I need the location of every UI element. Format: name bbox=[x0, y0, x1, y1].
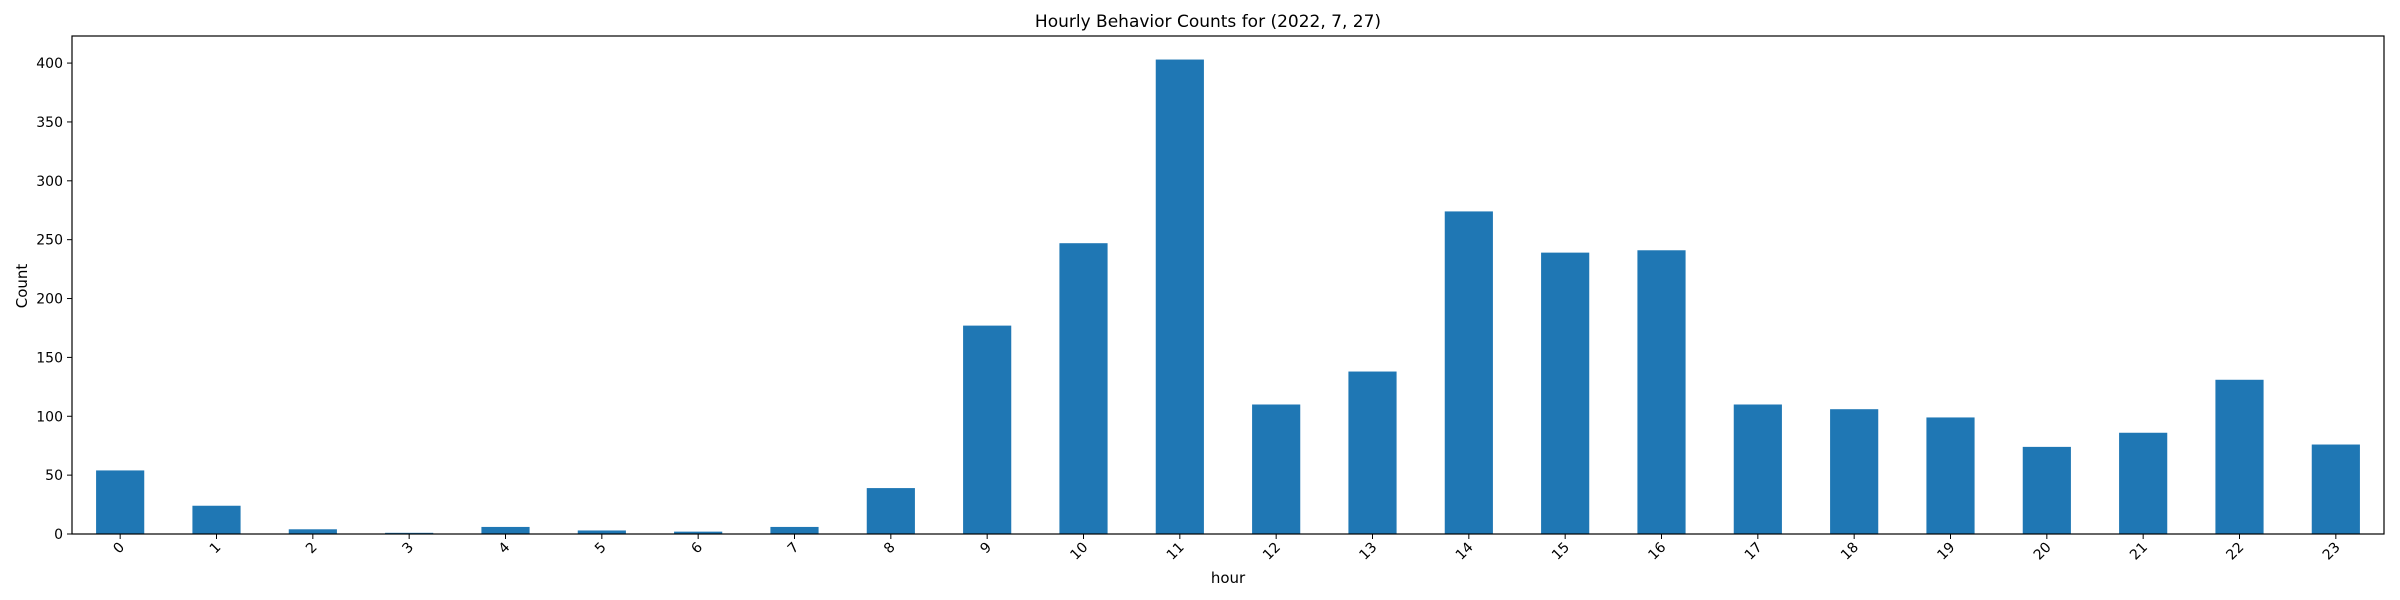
bar-hour-22 bbox=[2215, 379, 2264, 534]
bar-hour-1 bbox=[192, 505, 241, 534]
bar-hour-8 bbox=[866, 488, 915, 534]
x-tick-label: 6 bbox=[688, 539, 706, 557]
x-tick-label: 2 bbox=[303, 540, 321, 558]
bar-hour-9 bbox=[963, 325, 1012, 534]
bar-hour-4 bbox=[481, 526, 530, 534]
y-tick-label: 400 bbox=[36, 56, 63, 72]
bar-hour-10 bbox=[1059, 243, 1108, 534]
bar-hour-13 bbox=[1348, 371, 1397, 534]
y-tick-label: 100 bbox=[36, 409, 63, 425]
x-tick-label: 1 bbox=[207, 540, 225, 558]
bar-hour-11 bbox=[1155, 59, 1204, 534]
y-tick-label: 50 bbox=[45, 468, 63, 484]
x-tick-label: 23 bbox=[2320, 540, 2344, 564]
x-tick-label: 3 bbox=[399, 540, 417, 558]
y-axis-label: Count bbox=[13, 264, 31, 309]
bars-group bbox=[96, 59, 2360, 534]
x-tick-label: 8 bbox=[881, 540, 899, 558]
bar-hour-2 bbox=[288, 529, 337, 534]
bar-hour-12 bbox=[1252, 404, 1301, 534]
bar-hour-17 bbox=[1733, 404, 1782, 534]
y-tick-label: 250 bbox=[36, 233, 63, 249]
y-axis-ticks: 0 50 100 150 200 250 300 350 400 bbox=[36, 56, 72, 543]
x-tick-label: 0 bbox=[110, 540, 128, 558]
x-tick-label: 5 bbox=[592, 540, 610, 558]
x-tick-label: 9 bbox=[977, 540, 995, 558]
x-tick-label: 22 bbox=[2223, 540, 2247, 564]
bar-hour-6 bbox=[674, 531, 723, 534]
bar-hour-14 bbox=[1444, 211, 1493, 534]
bar-hour-0 bbox=[96, 470, 145, 534]
bar-hour-18 bbox=[1830, 409, 1879, 534]
x-tick-label: 7 bbox=[785, 540, 803, 558]
x-tick-label: 13 bbox=[1356, 540, 1380, 564]
x-tick-label: 17 bbox=[1742, 540, 1766, 564]
y-tick-label: 0 bbox=[54, 527, 63, 543]
x-axis-ticks: 0 1 2 3 4 5 6 7 8 9 10 11 12 13 14 15 16 17 18 19 20 21 22 23 bbox=[110, 534, 2344, 564]
bar-hour-16 bbox=[1637, 250, 1686, 534]
x-tick-label: 12 bbox=[1260, 540, 1284, 564]
bar-hour-21 bbox=[2119, 432, 2168, 534]
x-tick-label: 18 bbox=[1838, 540, 1862, 564]
chart-title: Hourly Behavior Counts for (2022, 7, 27) bbox=[1035, 12, 1381, 32]
bar-hour-20 bbox=[2022, 446, 2071, 534]
x-tick-label: 14 bbox=[1453, 539, 1477, 563]
y-tick-label: 200 bbox=[36, 292, 63, 308]
x-tick-label: 16 bbox=[1645, 539, 1669, 563]
x-tick-label: 4 bbox=[496, 539, 514, 557]
x-tick-label: 19 bbox=[1934, 540, 1958, 564]
x-axis-label: hour bbox=[1211, 569, 1246, 587]
x-tick-label: 11 bbox=[1164, 540, 1188, 564]
bar-hour-5 bbox=[577, 530, 626, 534]
x-tick-label: 10 bbox=[1067, 540, 1091, 564]
bar-hour-7 bbox=[770, 526, 819, 534]
bar-hour-23 bbox=[2311, 444, 2360, 534]
x-tick-label: 20 bbox=[2031, 540, 2055, 564]
y-tick-label: 300 bbox=[36, 174, 63, 190]
bar-hour-15 bbox=[1541, 252, 1590, 534]
x-tick-label: 15 bbox=[1549, 540, 1573, 564]
x-tick-label: 21 bbox=[2127, 540, 2151, 564]
plot-frame bbox=[71, 35, 2385, 535]
bar-hour-19 bbox=[1926, 417, 1975, 534]
y-tick-label: 350 bbox=[36, 115, 63, 131]
y-tick-label: 150 bbox=[36, 350, 63, 366]
